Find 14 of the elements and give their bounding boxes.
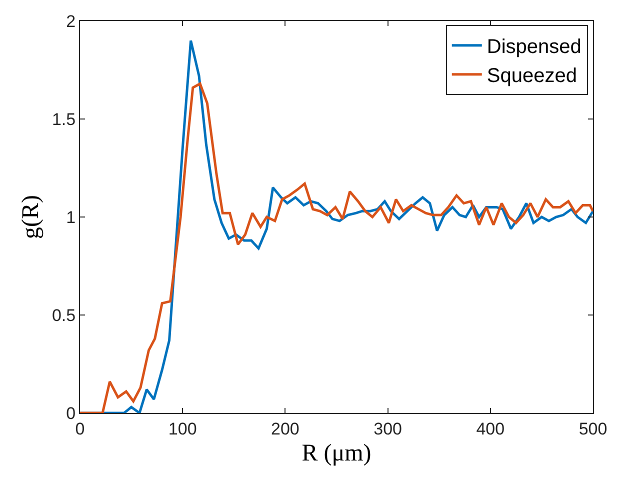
x-tick-label: 200 (271, 419, 300, 438)
x-tick-label: 400 (476, 419, 505, 438)
y-tick-label: 0.5 (52, 306, 76, 325)
legend-label: Squeezed (486, 65, 577, 88)
x-tick-label: 100 (168, 419, 197, 438)
legend-label: Dispensed (486, 36, 582, 58)
x-axis-title: R (μm) (302, 440, 372, 467)
y-tick-label: 1 (66, 208, 76, 227)
y-tick-label: 1.5 (52, 110, 76, 129)
y-tick-label: 0 (66, 404, 76, 423)
x-tick-label: 300 (374, 419, 402, 438)
y-tick-label: 2 (66, 12, 76, 31)
y-axis-title: g(R) (18, 195, 44, 239)
x-tick-label: 500 (578, 419, 608, 438)
